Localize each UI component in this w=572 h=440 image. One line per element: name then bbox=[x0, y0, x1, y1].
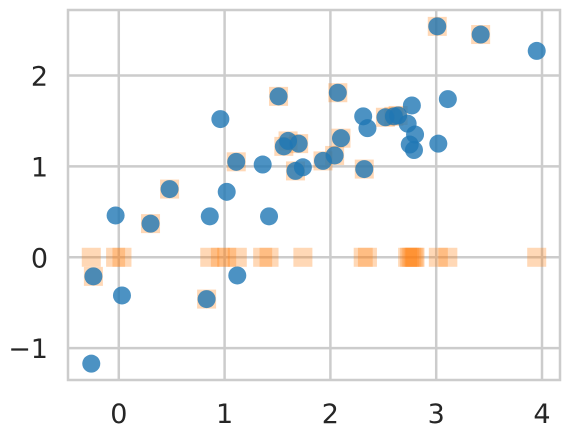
x-tick-label: 1 bbox=[216, 399, 233, 430]
x-tick-label: 3 bbox=[428, 399, 445, 430]
data-point-square bbox=[357, 247, 377, 267]
data-point-square bbox=[405, 247, 425, 267]
data-point-circle bbox=[197, 290, 216, 309]
data-point-circle bbox=[141, 214, 160, 233]
data-point-square bbox=[253, 247, 273, 267]
series-layer bbox=[81, 16, 547, 373]
data-point-circle bbox=[293, 158, 312, 177]
y-tick-label: 1 bbox=[31, 152, 48, 183]
data-point-circle bbox=[355, 160, 374, 179]
grid bbox=[68, 10, 560, 380]
data-point-circle bbox=[200, 207, 219, 226]
data-point-circle bbox=[358, 119, 377, 138]
data-point-square bbox=[527, 247, 547, 267]
y-tick-label: 0 bbox=[31, 243, 48, 274]
data-point-square bbox=[81, 247, 101, 267]
data-point-circle bbox=[269, 87, 288, 106]
data-point-square bbox=[404, 247, 424, 267]
data-point-circle bbox=[112, 286, 131, 305]
data-point-circle bbox=[328, 83, 347, 102]
x-tick-label: 4 bbox=[533, 399, 550, 430]
data-point-circle bbox=[402, 96, 421, 115]
data-point-circle bbox=[82, 354, 101, 373]
series-1 bbox=[81, 16, 547, 309]
data-point-circle bbox=[527, 41, 546, 60]
y-tick-label: −1 bbox=[8, 334, 48, 365]
data-point-square bbox=[402, 247, 422, 267]
data-point-square bbox=[438, 247, 458, 267]
series-0 bbox=[82, 17, 546, 373]
data-point-square bbox=[217, 247, 237, 267]
data-point-square bbox=[400, 247, 420, 267]
data-point-square bbox=[112, 247, 132, 267]
x-axis: 0 1 2 3 4 bbox=[110, 399, 550, 430]
data-point-circle bbox=[211, 110, 230, 129]
data-point-circle bbox=[84, 267, 103, 286]
data-point-circle bbox=[217, 182, 236, 201]
y-axis: −1 0 1 2 bbox=[8, 61, 48, 365]
data-point-circle bbox=[325, 146, 344, 165]
data-point-circle bbox=[253, 155, 272, 174]
x-tick-label: 2 bbox=[322, 399, 339, 430]
data-point-square bbox=[353, 247, 373, 267]
data-point-circle bbox=[331, 129, 350, 148]
data-point-square bbox=[293, 247, 313, 267]
plot-frame bbox=[66, 8, 562, 382]
data-point-square bbox=[398, 247, 418, 267]
data-point-circle bbox=[160, 180, 179, 199]
axes-frame bbox=[66, 8, 562, 382]
data-point-square bbox=[106, 247, 126, 267]
data-point-square bbox=[210, 247, 230, 267]
data-point-square bbox=[428, 247, 448, 267]
data-point-circle bbox=[260, 207, 279, 226]
data-point-circle bbox=[404, 141, 423, 159]
data-point-circle bbox=[429, 134, 448, 153]
data-point-circle bbox=[106, 206, 125, 225]
data-point-square bbox=[200, 247, 220, 267]
data-point-circle bbox=[471, 25, 490, 44]
y-tick-label: 2 bbox=[31, 61, 48, 92]
data-point-circle bbox=[438, 90, 457, 109]
data-point-square bbox=[259, 247, 279, 267]
data-point-circle bbox=[227, 152, 246, 171]
x-tick-label: 0 bbox=[110, 399, 127, 430]
data-point-circle bbox=[289, 134, 308, 153]
data-point-circle bbox=[428, 17, 447, 36]
data-point-circle bbox=[228, 266, 247, 285]
data-point-circle bbox=[406, 125, 425, 144]
data-point-square bbox=[227, 247, 247, 267]
